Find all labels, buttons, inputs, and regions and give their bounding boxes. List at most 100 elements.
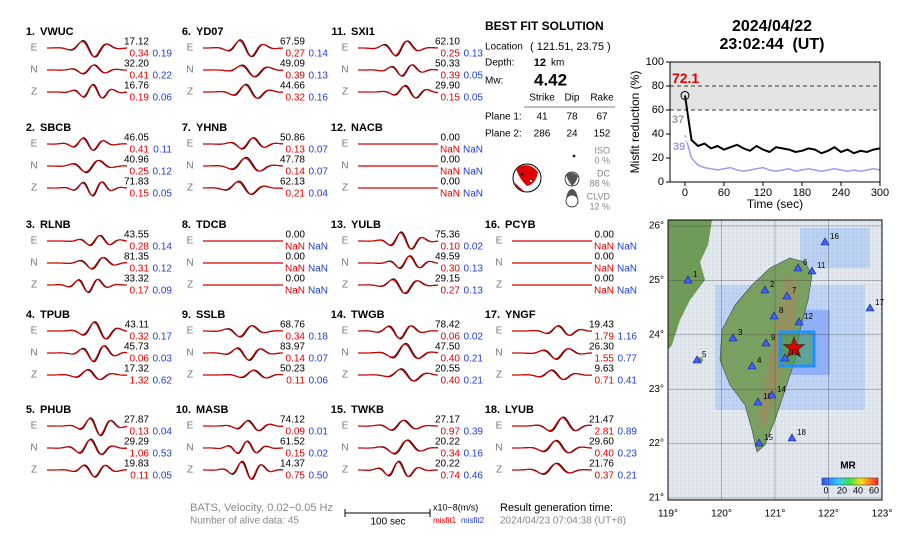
waveform-synthetic bbox=[46, 464, 128, 478]
misfit1: 0.25 bbox=[441, 49, 461, 60]
component-label: N bbox=[341, 161, 348, 172]
x-tick-label: 240 bbox=[832, 187, 850, 199]
station-number: 8. bbox=[182, 219, 191, 231]
misfit1: 0.10 bbox=[441, 242, 461, 253]
misfit2: 0.02 bbox=[464, 242, 484, 253]
misfit1: 0.40 bbox=[595, 449, 615, 460]
component-label: Z bbox=[496, 280, 502, 291]
misfit2: 0.18 bbox=[309, 332, 329, 343]
amplitude: 0.00 bbox=[286, 230, 306, 241]
amplitude: 43.11 bbox=[125, 320, 150, 331]
amplitude: 27.17 bbox=[435, 415, 460, 426]
component-label: E bbox=[31, 43, 38, 54]
mainland bbox=[668, 220, 712, 350]
depth: 12 bbox=[534, 57, 546, 69]
station-number: 17. bbox=[485, 309, 500, 321]
amplitude: 47.50 bbox=[435, 342, 460, 353]
unit-label: x10−8(m/s) bbox=[433, 502, 478, 512]
plane-header: Dip bbox=[564, 93, 579, 104]
misfit2: 0.89 bbox=[618, 427, 638, 438]
component-label: E bbox=[31, 139, 38, 150]
waveform-synthetic bbox=[357, 325, 439, 339]
mw-label: Mw: bbox=[485, 76, 503, 87]
waveform-synthetic bbox=[203, 157, 284, 172]
station-marker bbox=[683, 275, 693, 284]
component-label: Z bbox=[187, 465, 193, 476]
lon-label: 122° bbox=[818, 509, 839, 520]
amplitude: 46.05 bbox=[124, 133, 149, 144]
amplitude: 45.73 bbox=[124, 342, 149, 353]
misfit1: NaN bbox=[285, 286, 305, 297]
misfit2: 0.14 bbox=[309, 49, 329, 60]
station-name: LYUB bbox=[505, 404, 534, 416]
misfit1: 0.21 bbox=[286, 189, 306, 200]
misfit2: 0.50 bbox=[309, 471, 329, 482]
misfit2: 0.41 bbox=[618, 376, 638, 387]
amplitude: 83.97 bbox=[280, 342, 305, 353]
misfit1: 0.75 bbox=[286, 471, 306, 482]
misfit1: 0.25 bbox=[130, 167, 150, 178]
waveform-synthetic bbox=[203, 440, 284, 454]
misfit2: 0.13 bbox=[464, 286, 484, 297]
misfit1: 1.32 bbox=[130, 376, 150, 387]
component-label: N bbox=[341, 443, 348, 454]
amplitude: 0.00 bbox=[286, 274, 306, 285]
station-label: 2 bbox=[770, 280, 775, 289]
station-name: YULB bbox=[351, 219, 381, 231]
misfit1: 0.39 bbox=[441, 71, 461, 82]
pressure-axis bbox=[520, 172, 524, 176]
amplitude: 17.12 bbox=[124, 37, 149, 48]
amplitude: 32.20 bbox=[124, 59, 149, 70]
component-label: E bbox=[342, 139, 349, 150]
component-label: N bbox=[186, 161, 193, 172]
amplitude: 78.42 bbox=[435, 320, 460, 331]
misfit2: 1.16 bbox=[618, 332, 638, 343]
plane-value: 78 bbox=[566, 112, 578, 123]
misfit2: NaN bbox=[617, 242, 637, 253]
misfit1: 0.41 bbox=[130, 71, 150, 82]
amplitude: 16.76 bbox=[124, 81, 149, 92]
waveform-synthetic bbox=[512, 369, 593, 381]
misfit1: 0.32 bbox=[130, 332, 150, 343]
dc-ball-fill bbox=[566, 172, 578, 186]
component-label: Z bbox=[31, 465, 37, 476]
waveform-synthetic bbox=[203, 65, 284, 78]
misfit2: 0.05 bbox=[153, 471, 173, 482]
misfit2: NaN bbox=[617, 264, 637, 275]
misfit2: 0.16 bbox=[464, 449, 484, 460]
misfit1: 0.28 bbox=[130, 242, 150, 253]
waveform-synthetic bbox=[358, 461, 439, 478]
amplitude: 17.32 bbox=[124, 364, 149, 375]
misfit1: 0.27 bbox=[441, 286, 461, 297]
waveform-synthetic bbox=[203, 347, 284, 361]
waveform-synthetic bbox=[202, 325, 284, 338]
mt-percent: 0 % bbox=[594, 155, 610, 165]
component-label: Z bbox=[342, 465, 348, 476]
amplitude: 19.43 bbox=[589, 320, 614, 331]
misfit1: 2.81 bbox=[595, 427, 615, 438]
station-label: 17 bbox=[875, 298, 884, 307]
component-label: N bbox=[341, 65, 348, 76]
waveform-synthetic bbox=[512, 417, 593, 432]
station-marker bbox=[780, 353, 790, 362]
station-name: YD07 bbox=[196, 26, 224, 38]
component-label: N bbox=[30, 65, 37, 76]
misfit2: NaN bbox=[308, 242, 328, 253]
waveform-synthetic bbox=[202, 461, 284, 480]
waveform-synthetic bbox=[47, 439, 128, 455]
waveform-synthetic bbox=[357, 40, 439, 56]
component-label: Z bbox=[31, 87, 37, 98]
component-label: N bbox=[186, 65, 193, 76]
component-label: N bbox=[30, 161, 37, 172]
misfit2: NaN bbox=[617, 286, 637, 297]
station-marker bbox=[794, 317, 804, 326]
plane-header: Strike bbox=[529, 93, 555, 104]
station-number: 1. bbox=[26, 26, 35, 38]
amplitude: 0.00 bbox=[595, 252, 615, 263]
misfit1: 0.15 bbox=[130, 189, 150, 200]
misfit2: 0.06 bbox=[153, 93, 173, 104]
waveform-synthetic bbox=[47, 235, 128, 246]
station-label: 1 bbox=[693, 270, 698, 279]
misfit-line bbox=[684, 95, 881, 155]
